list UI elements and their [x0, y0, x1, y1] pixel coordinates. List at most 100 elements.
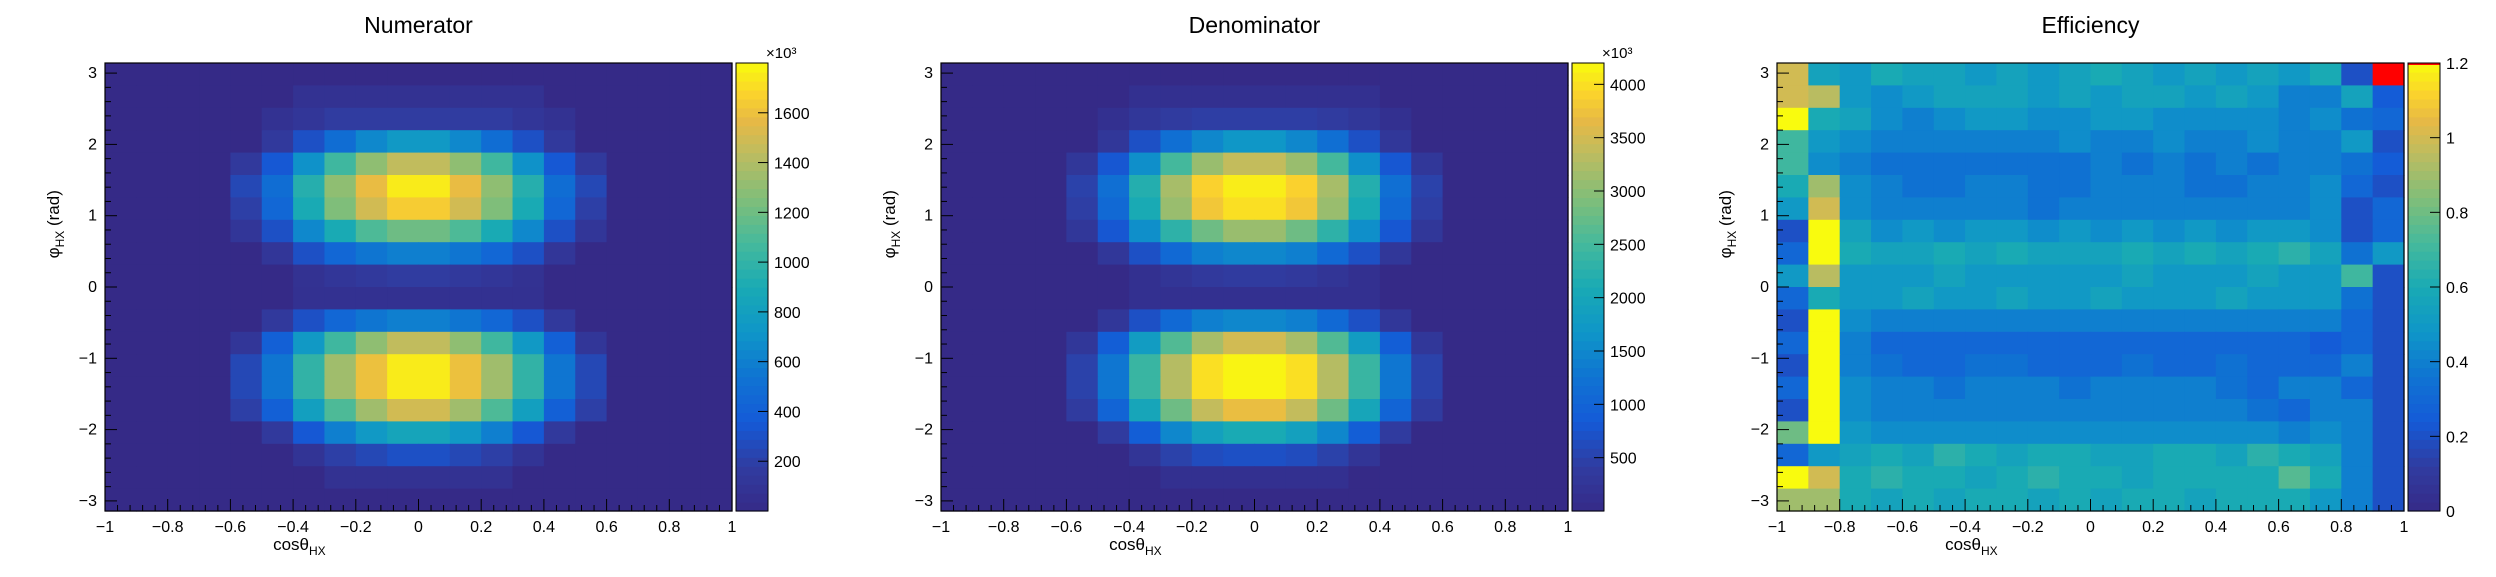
- heatmap-cell: [2027, 152, 2060, 176]
- heatmap-cell: [2153, 354, 2186, 378]
- colorbar-segment: [2408, 215, 2440, 225]
- heatmap-cell: [1505, 287, 1538, 310]
- heatmap-cell: [449, 107, 482, 131]
- heatmap-cell: [2153, 242, 2186, 266]
- heatmap-cell: [136, 488, 169, 512]
- heatmap-cell: [2090, 130, 2123, 154]
- heatmap-cell: [1996, 331, 2029, 355]
- heatmap-cell: [1536, 63, 1569, 86]
- heatmap-cell: [418, 331, 451, 355]
- heatmap-cell: [105, 130, 137, 154]
- heatmap-cell: [1902, 331, 1935, 355]
- heatmap-cell: [1097, 242, 1130, 266]
- heatmap-cell: [1223, 309, 1256, 333]
- heatmap-cell: [167, 107, 200, 131]
- heatmap-cell: [700, 331, 733, 355]
- x-tick-label: −0.2: [340, 519, 372, 536]
- heatmap-cell: [606, 354, 639, 378]
- heatmap-cell: [512, 242, 545, 266]
- heatmap-cell: [700, 399, 733, 422]
- heatmap-cell: [2121, 242, 2154, 266]
- heatmap-cell: [543, 376, 576, 400]
- heatmap-cell: [575, 219, 608, 243]
- heatmap-cell: [449, 175, 482, 198]
- heatmap-cell: [1473, 399, 1506, 422]
- colorbar-segment: [736, 331, 768, 342]
- heatmap-cell: [1996, 264, 2029, 288]
- heatmap-cell: [1411, 287, 1444, 310]
- heatmap-cell: [1379, 219, 1412, 243]
- heatmap-cell: [637, 488, 670, 512]
- heatmap-cell: [2341, 399, 2374, 422]
- heatmap-cell: [1003, 242, 1036, 266]
- heatmap-cell: [230, 421, 263, 445]
- heatmap-cell: [324, 331, 357, 355]
- heatmap-cell: [293, 488, 326, 512]
- heatmap-cell: [1285, 85, 1318, 109]
- heatmap-cell: [1473, 287, 1506, 310]
- heatmap-cell: [1160, 152, 1193, 176]
- heatmap-cell: [1933, 287, 1966, 310]
- heatmap-cell: [1223, 219, 1256, 243]
- heatmap-cell: [1473, 376, 1506, 400]
- heatmap-cell: [2059, 376, 2092, 400]
- heatmap-cell: [2247, 242, 2280, 266]
- heatmap-cell: [355, 331, 388, 355]
- heatmap-cell: [1473, 264, 1506, 288]
- heatmap-cell: [2372, 488, 2405, 512]
- heatmap-cell: [2341, 175, 2374, 198]
- heatmap-cell: [2090, 421, 2123, 445]
- heatmap-cell: [1411, 443, 1444, 467]
- heatmap-cell: [1254, 242, 1287, 266]
- heatmap-cell: [1191, 354, 1224, 378]
- x-tick-label: −0.4: [1949, 519, 1981, 536]
- heatmap-cell: [2341, 63, 2374, 86]
- heatmap-cell: [418, 399, 451, 422]
- heatmap-cell: [2278, 130, 2311, 154]
- colorbar-segment: [2408, 358, 2440, 369]
- heatmap-cell: [230, 152, 263, 176]
- heatmap-cell: [2372, 376, 2405, 400]
- heatmap-cell: [449, 466, 482, 490]
- colorbar-tick-label: 1: [2446, 131, 2455, 148]
- heatmap-cell: [2372, 287, 2405, 310]
- heatmap-cell: [1348, 197, 1381, 221]
- heatmap-cell: [324, 488, 357, 512]
- x-axis-label: cosθHX: [273, 535, 326, 558]
- colorbar-segment: [2408, 475, 2440, 485]
- heatmap-cell: [1933, 130, 1966, 154]
- heatmap-cell: [1066, 354, 1099, 378]
- heatmap-cell: [1536, 443, 1569, 467]
- heatmap-cell: [1160, 264, 1193, 288]
- heatmap-cell: [1839, 488, 1872, 512]
- heatmap-cell: [2121, 197, 2154, 221]
- y-tick-label: 1: [88, 208, 97, 225]
- heatmap-cell: [1902, 466, 1935, 490]
- heatmap-cell: [2027, 331, 2060, 355]
- heatmap-cells: [105, 63, 733, 512]
- heatmap-cell: [1097, 443, 1130, 467]
- colorbar-tick-label: 400: [774, 404, 801, 421]
- y-tick-label: −2: [79, 422, 97, 439]
- colorbar-segment: [736, 80, 768, 91]
- heatmap-cell: [1348, 376, 1381, 400]
- heatmap-cell: [481, 376, 514, 400]
- heatmap-cell: [1223, 376, 1256, 400]
- y-tick-label: −1: [79, 350, 97, 367]
- heatmap-cell: [1442, 219, 1475, 243]
- heatmap-cell: [167, 421, 200, 445]
- heatmap-cell: [2121, 466, 2154, 490]
- heatmap-cell: [2184, 197, 2217, 221]
- heatmap-cell: [355, 63, 388, 86]
- heatmap-cell: [543, 85, 576, 109]
- x-tick-label: 0: [414, 519, 423, 536]
- heatmap-cell: [261, 309, 294, 333]
- heatmap-cell: [1777, 130, 1809, 154]
- heatmap-cell: [1473, 309, 1506, 333]
- heatmap-cell: [1902, 421, 1935, 445]
- colorbar-frame: [1571, 62, 1605, 512]
- heatmap-cell: [1536, 107, 1569, 131]
- heatmap-cell: [1191, 331, 1224, 355]
- heatmap-cell: [261, 63, 294, 86]
- heatmap-cell: [1933, 309, 1966, 333]
